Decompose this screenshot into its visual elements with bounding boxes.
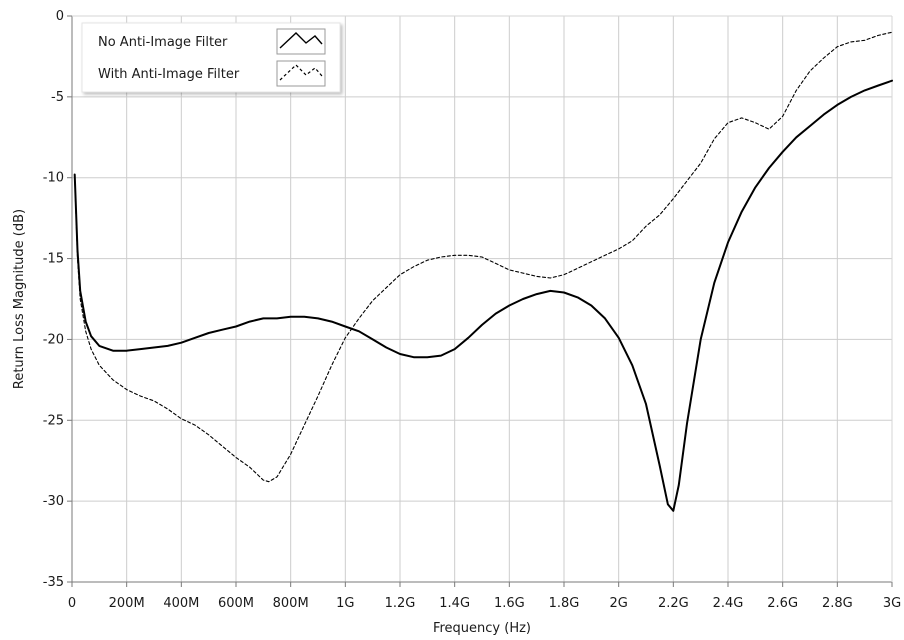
- x-tick-label: 2.2G: [658, 596, 689, 611]
- x-tick-label: 200M: [109, 596, 145, 611]
- x-tick-label: 1G: [336, 596, 354, 611]
- legend: No Anti-Image Filter With Anti-Image Fil…: [81, 22, 341, 93]
- plot-background: [72, 16, 892, 582]
- x-tick-label: 1.2G: [385, 596, 416, 611]
- y-axis-title: Return Loss Magnitude (dB): [12, 209, 27, 389]
- x-axis-title: Frequency (Hz): [433, 621, 531, 636]
- x-tick-label: 600M: [218, 596, 254, 611]
- x-tick-label: 400M: [163, 596, 199, 611]
- x-tick-label: 2.8G: [822, 596, 853, 611]
- x-tick-label: 2.6G: [767, 596, 798, 611]
- series-line-no-anti-image-filter: [73, 79, 893, 512]
- x-tick-label: 1.8G: [549, 596, 580, 611]
- x-tick-label: 800M: [273, 596, 309, 611]
- legend-swatch-line-dashed: [279, 64, 323, 81]
- y-tick-label: -35: [43, 575, 64, 590]
- y-tick-label: -20: [43, 332, 64, 347]
- y-tick-label: -25: [43, 413, 64, 428]
- x-tick-label: 2G: [609, 596, 627, 611]
- legend-swatch-line-solid: [279, 32, 323, 49]
- y-tick-label: 0: [56, 9, 64, 24]
- grid: [72, 16, 892, 582]
- legend-label-no-filter: No Anti-Image Filter: [98, 35, 228, 50]
- legend-label-with-filter: With Anti-Image Filter: [98, 67, 240, 82]
- tick-labels: 0 200M 400M 600M 800M 1G 1.2G 1.4G 1.6G 1.8G 2G 2.2…: [43, 9, 901, 611]
- series-lines: [73, 31, 893, 512]
- axes: [67, 15, 893, 587]
- x-tick-label: 1.4G: [439, 596, 470, 611]
- x-tick-label: 2.4G: [713, 596, 744, 611]
- y-tick-label: -5: [51, 90, 64, 105]
- legend-swatch-no-filter: [276, 28, 326, 55]
- x-tick-label: 3G: [883, 596, 901, 611]
- x-tick-label: 0: [68, 596, 76, 611]
- series-line-with-anti-image-filter: [74, 31, 893, 483]
- y-tick-label: -10: [43, 171, 64, 186]
- legend-swatch-with-filter: [276, 60, 326, 87]
- x-tick-label: 1.6G: [494, 596, 525, 611]
- y-tick-label: -30: [43, 494, 64, 509]
- y-tick-label: -15: [43, 252, 64, 267]
